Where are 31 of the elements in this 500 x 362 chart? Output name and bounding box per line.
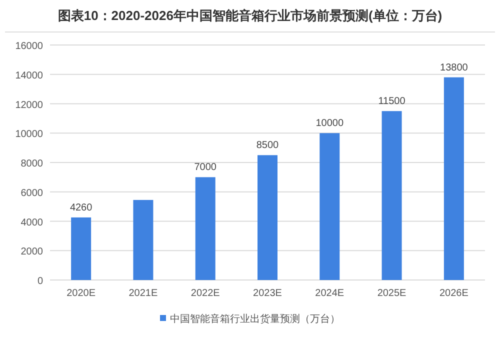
data-label: 7000 [194, 162, 217, 174]
y-tick-label: 12000 [15, 100, 44, 111]
y-tick-label: 0 [37, 276, 44, 287]
x-tick-label: 2025E [377, 288, 407, 299]
x-tick-label: 2020E [66, 288, 96, 299]
y-tick-label: 14000 [15, 70, 44, 82]
bar [320, 133, 340, 280]
data-label: 8500 [256, 140, 280, 152]
bar [195, 177, 216, 280]
bar [71, 217, 92, 280]
x-tick-label: 2024E [315, 288, 344, 299]
y-tick-label: 16000 [15, 41, 44, 52]
y-tick-label: 4000 [20, 217, 44, 228]
bar [444, 77, 464, 280]
y-tick-label: 8000 [20, 158, 44, 170]
y-tick-label: 6000 [20, 188, 44, 199]
bar [133, 200, 154, 280]
y-tick-label: 2000 [20, 246, 44, 258]
chart-title: 图表10：2020-2026年中国智能音箱行业市场前景预测(单位：万台) [58, 8, 442, 23]
legend-label: 中国智能音箱行业出货量预测（万台） [170, 313, 340, 325]
y-tick-label: 10000 [15, 129, 44, 140]
x-tick-label: 2026E [439, 288, 469, 299]
data-label: 4260 [70, 202, 93, 214]
bar [382, 111, 402, 280]
data-label: 10000 [316, 118, 344, 130]
data-label: 13800 [440, 62, 468, 74]
x-tick-label: 2021E [128, 288, 158, 299]
x-tick-label: 2023E [253, 288, 282, 299]
bar [258, 155, 278, 280]
x-tick-label: 2022E [190, 288, 220, 299]
data-label: 11500 [378, 96, 406, 108]
